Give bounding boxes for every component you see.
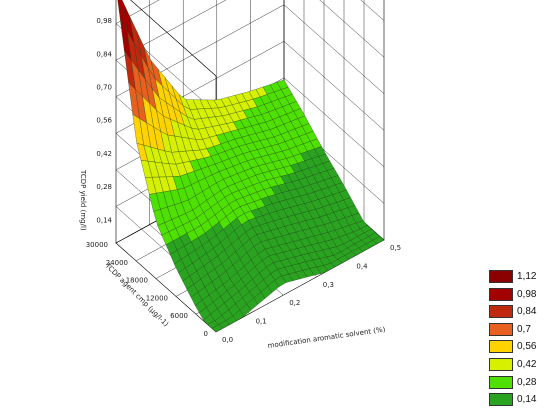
- grid-line: [130, 0, 217, 77]
- legend-item: 0,56: [487, 338, 547, 356]
- z-tick-label: 0,84: [96, 50, 112, 58]
- legend-swatch: [489, 357, 513, 371]
- legend-label: 0,56: [517, 341, 537, 353]
- y-tick-label: 6000: [170, 312, 188, 320]
- y-tick-label: 12000: [146, 294, 168, 302]
- z-axis-ticks: 0,140,280,420,560,700,840,981,12: [96, 17, 112, 224]
- surface-mesh: [117, 0, 385, 333]
- legend-label: 1,12: [517, 271, 537, 282]
- legend-label: 0,28: [517, 376, 537, 388]
- x-tick-label: 0,4: [356, 262, 368, 270]
- grid-line: [115, 0, 385, 61]
- legend-label: 0,84: [517, 306, 537, 318]
- y-tick-label: 0: [204, 330, 208, 338]
- legend-item: 0,7: [487, 321, 547, 339]
- x-tick-label: 0,1: [256, 318, 267, 326]
- legend-label: 0,98: [517, 288, 537, 300]
- x-tick-label: 0,0: [222, 336, 233, 344]
- z-tick-label: 0,98: [96, 17, 112, 25]
- legend-item: 0,14: [487, 391, 547, 409]
- surface-cell: [372, 236, 385, 244]
- z-tick-label: 0,42: [96, 150, 112, 158]
- z-tick-label: 0,28: [96, 183, 112, 191]
- legend-label: 0,14: [517, 394, 537, 406]
- legend-swatch: [489, 340, 513, 354]
- x-axis-label: modification aromatic solvent (%): [267, 326, 386, 350]
- legend-label: 0,42: [517, 358, 537, 370]
- legend-swatch: [489, 322, 513, 336]
- legend-swatch: [489, 270, 513, 283]
- legend-label: 0,7: [517, 323, 531, 335]
- z-axis-label: TCDP yield (mg/l): [79, 169, 87, 231]
- x-axis-ticks: 0,0 0,1 0,2 0,3 0,4 0,5: [222, 244, 401, 344]
- x-tick-label: 0,2: [289, 299, 300, 307]
- z-tick-label: 0,56: [96, 117, 112, 125]
- grid-line: [115, 4, 385, 97]
- x-tick-label: 0,5: [390, 244, 401, 252]
- x-tick-label: 0,3: [323, 281, 334, 289]
- legend-item: 0,98: [487, 286, 547, 304]
- legend-swatch: [489, 393, 513, 407]
- legend-item: 1,12: [487, 268, 547, 286]
- legend-item: 0,28: [487, 374, 547, 392]
- legend-item: 0,42: [487, 356, 547, 374]
- y-tick-label: 30000: [86, 241, 108, 249]
- legend-swatch: [489, 375, 513, 389]
- legend-item: 0,84: [487, 303, 547, 321]
- y-axis-ticks: 0 6000 12000 18000 24000 30000: [86, 241, 208, 338]
- z-tick-label: 0,14: [96, 216, 112, 224]
- legend-swatch: [489, 305, 513, 319]
- y-tick-label: 24000: [106, 259, 128, 267]
- legend-swatch: [489, 287, 513, 301]
- y-tick-label: 18000: [126, 277, 148, 285]
- z-tick-label: 0,70: [96, 84, 112, 92]
- legend: 1,12 0,98 0,84 0,7 0,56 0,42 0,28 0,14: [487, 268, 547, 409]
